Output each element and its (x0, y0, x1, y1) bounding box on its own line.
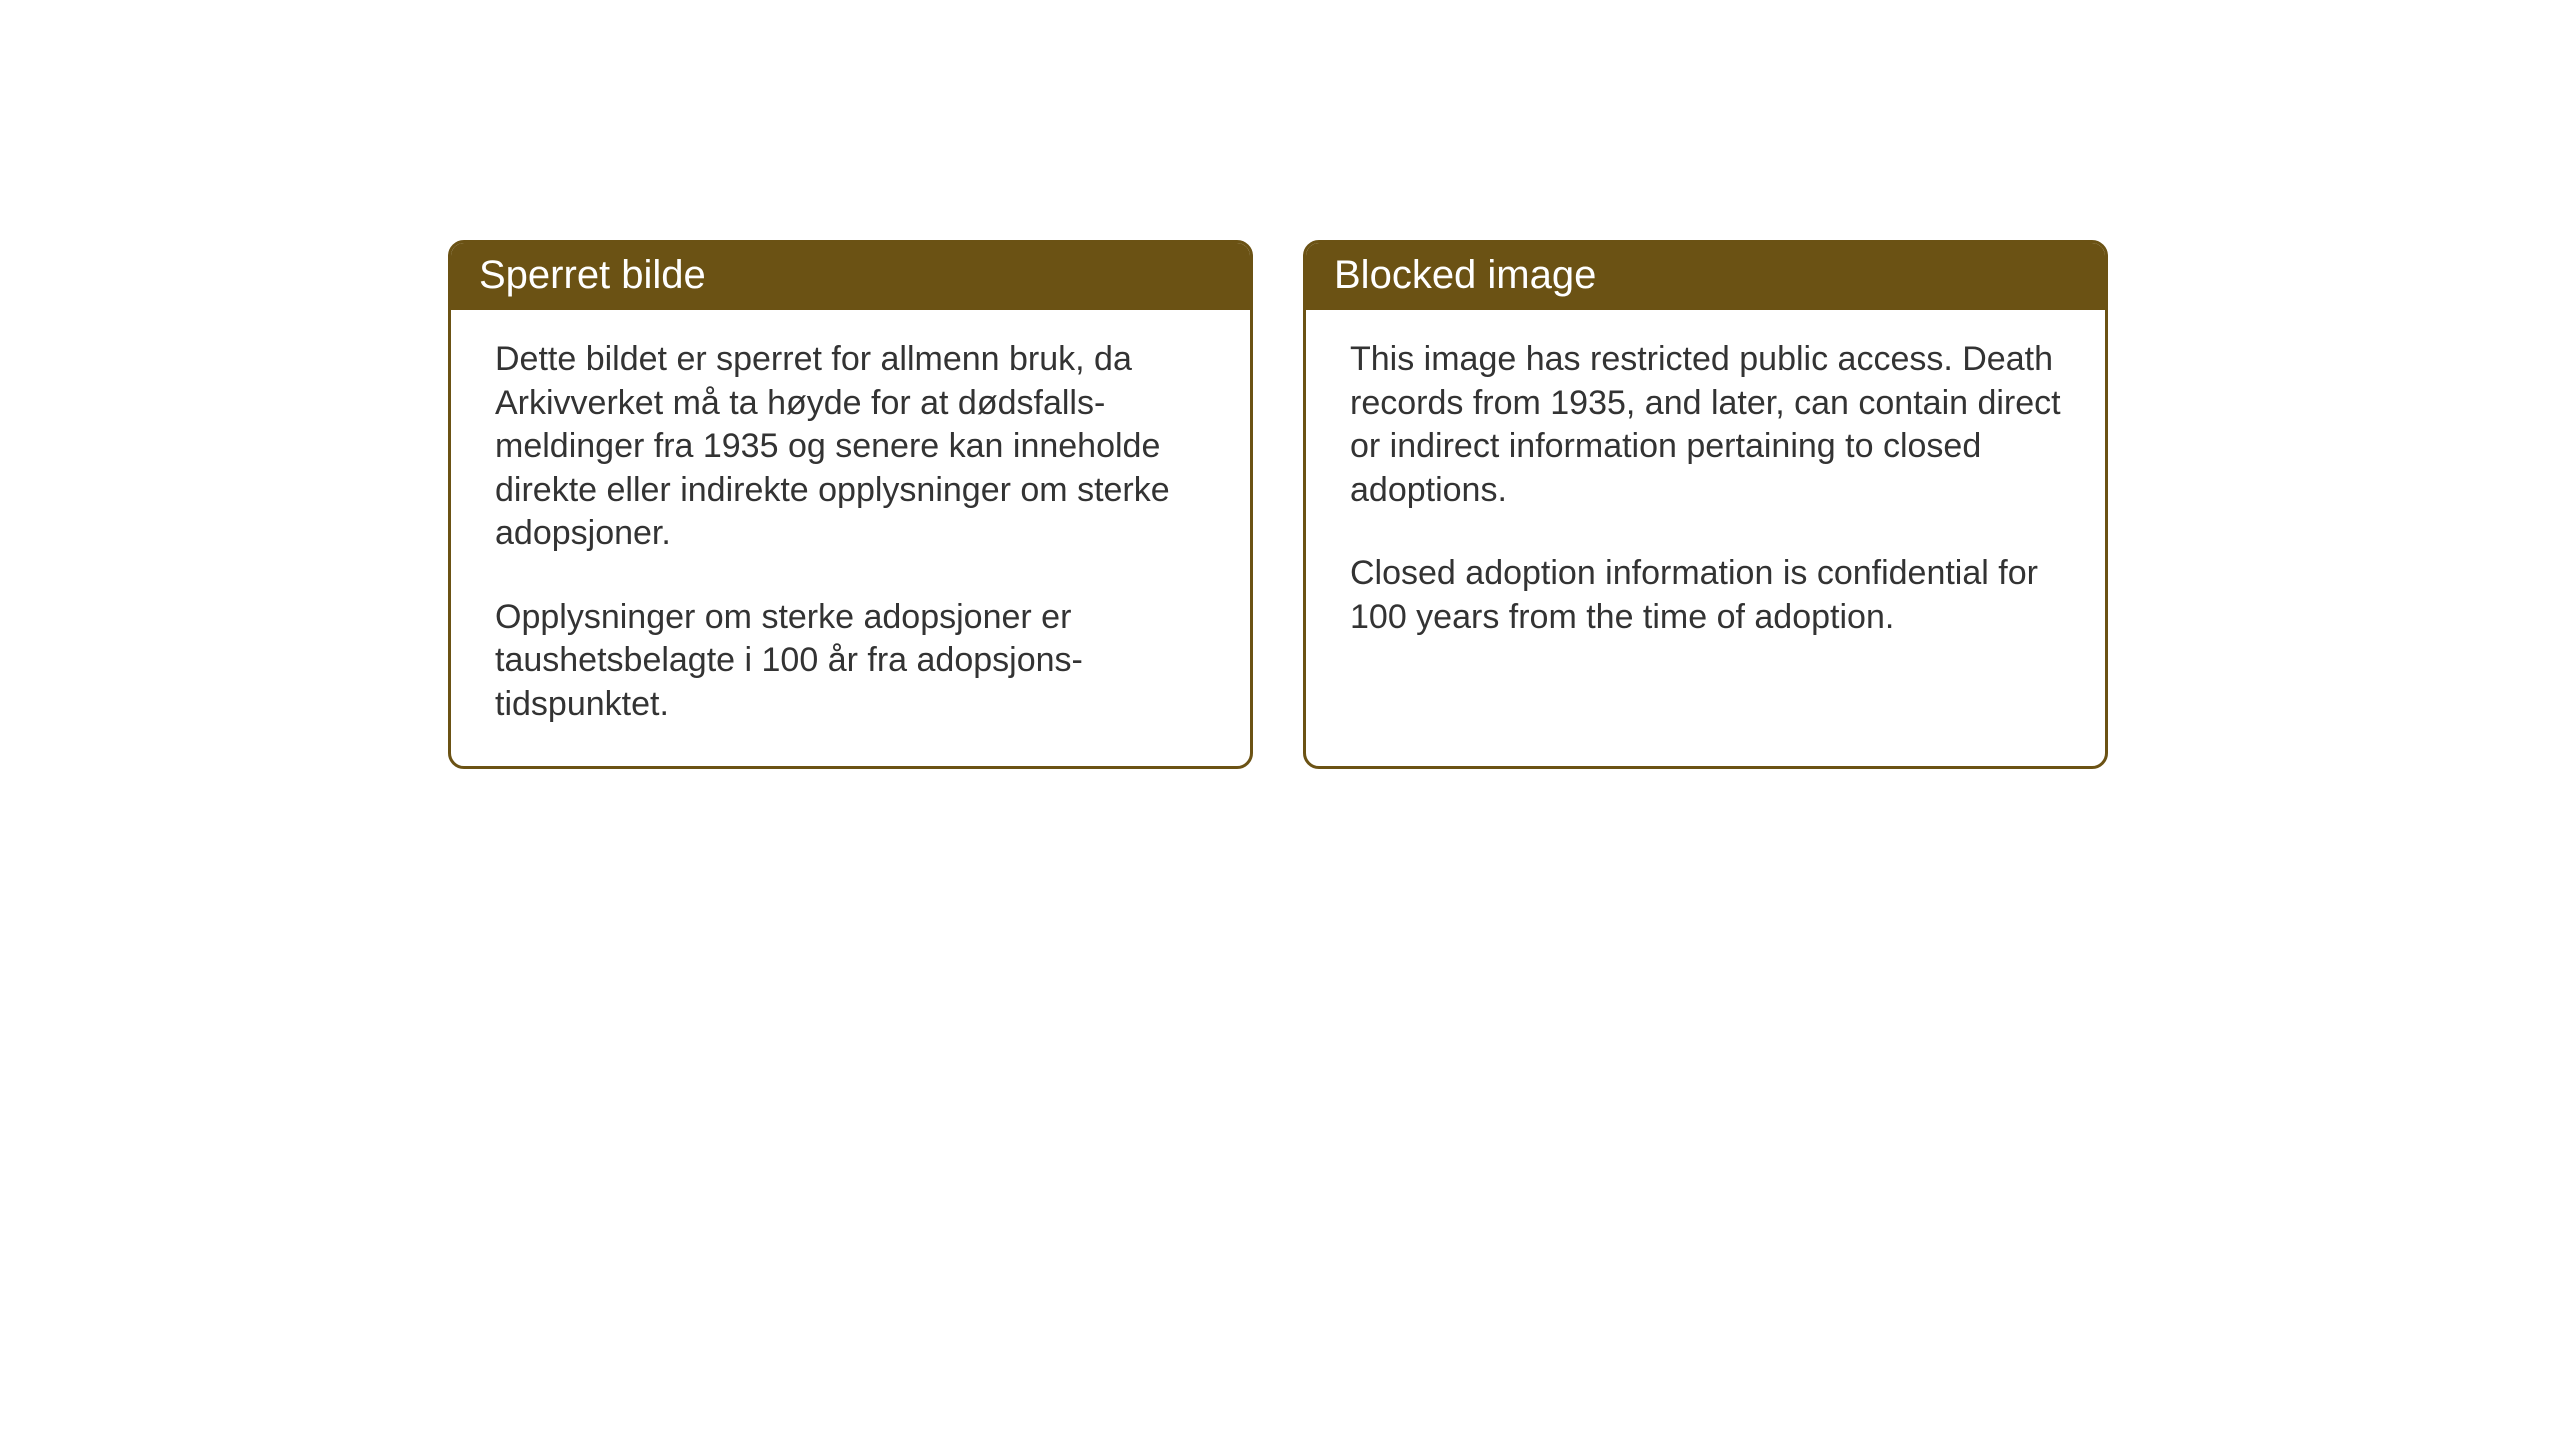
english-card-body: This image has restricted public access.… (1306, 310, 2105, 750)
english-notice-card: Blocked image This image has restricted … (1303, 240, 2108, 769)
norwegian-paragraph-1: Dette bildet er sperret for allmenn bruk… (495, 338, 1206, 556)
english-paragraph-1: This image has restricted public access.… (1350, 338, 2061, 512)
norwegian-card-body: Dette bildet er sperret for allmenn bruk… (451, 310, 1250, 766)
english-paragraph-2: Closed adoption information is confident… (1350, 552, 2061, 639)
notice-cards-container: Sperret bilde Dette bildet er sperret fo… (448, 240, 2108, 769)
norwegian-paragraph-2: Opplysninger om sterke adopsjoner er tau… (495, 596, 1206, 727)
english-card-title: Blocked image (1306, 243, 2105, 310)
norwegian-notice-card: Sperret bilde Dette bildet er sperret fo… (448, 240, 1253, 769)
norwegian-card-title: Sperret bilde (451, 243, 1250, 310)
